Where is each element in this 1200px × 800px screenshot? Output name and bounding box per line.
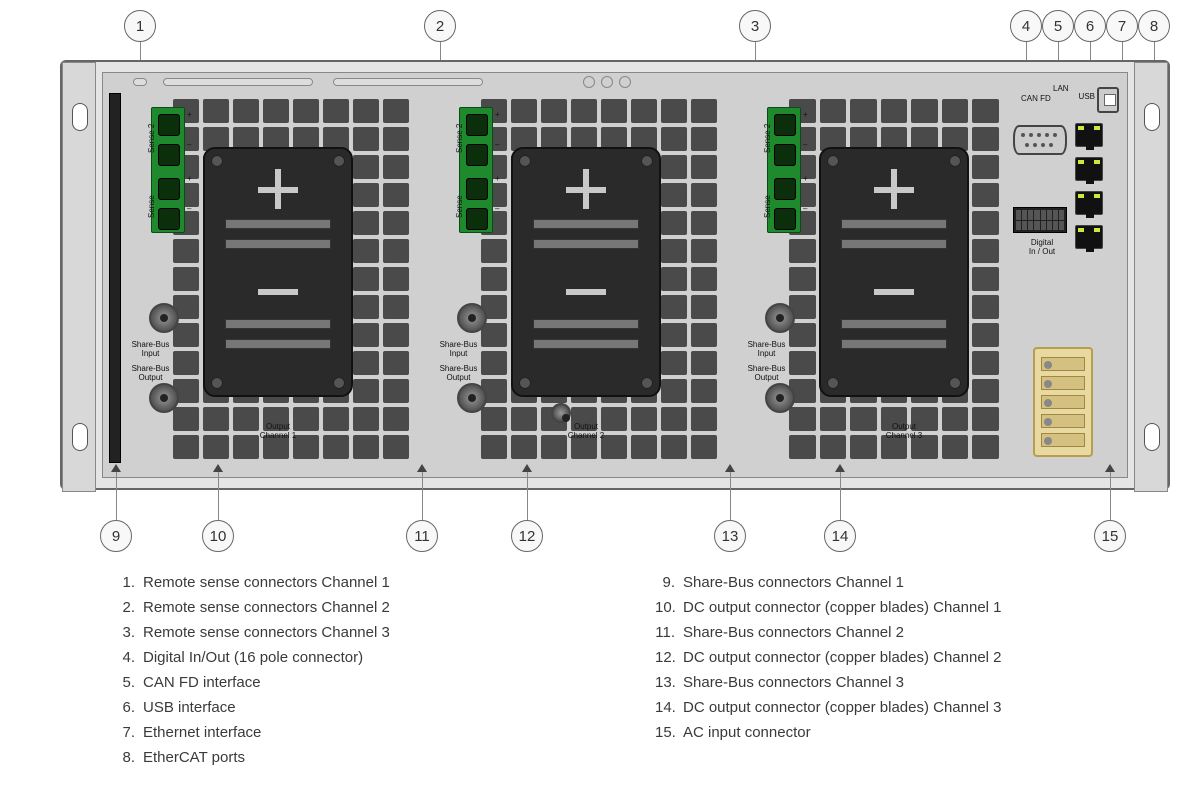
callout-3: 3 <box>739 10 771 42</box>
callout-4: 4 <box>1010 10 1042 42</box>
callout-1: 1 <box>124 10 156 42</box>
share-bus-input-ch3 <box>765 303 795 333</box>
legend-item: 9.Share-Bus connectors Channel 1 <box>655 574 1095 591</box>
device-diagram: Sense 2 Sense + – + – <box>60 60 1170 490</box>
can-fd-port <box>1013 125 1067 155</box>
callout-13: 13 <box>714 520 746 552</box>
callout-11: 11 <box>406 520 438 552</box>
sense-connector-ch1 <box>151 107 185 233</box>
callout-2: 2 <box>424 10 456 42</box>
legend-item: 8.EtherCAT ports <box>115 749 555 766</box>
ethercat-port-3 <box>1075 225 1103 249</box>
lan-port <box>1075 123 1103 147</box>
dc-output-ch2 <box>511 147 661 397</box>
share-bus-output-ch2 <box>457 383 487 413</box>
share-bus-output-ch3 <box>765 383 795 413</box>
dc-output-ch3 <box>819 147 969 397</box>
left-strip <box>109 93 121 463</box>
legend-item: 3.Remote sense connectors Channel 3 <box>115 624 555 641</box>
legend-item: 6.USB interface <box>115 699 555 716</box>
callout-8: 8 <box>1138 10 1170 42</box>
share-bus-input-ch2 <box>457 303 487 333</box>
ethercat-port-2 <box>1075 191 1103 215</box>
channel-3: Sense 2 Sense + – + – <box>739 93 1039 473</box>
channel-1: Sense 2 Sense + – + – <box>123 93 423 473</box>
ground-stud <box>551 403 571 423</box>
sense-connector-ch3 <box>767 107 801 233</box>
digital-io-connector <box>1013 207 1067 233</box>
callout-6: 6 <box>1074 10 1106 42</box>
callout-9: 9 <box>100 520 132 552</box>
legend-item: 12.DC output connector (copper blades) C… <box>655 649 1095 666</box>
rear-panel: Sense 2 Sense + – + – <box>102 72 1128 478</box>
callout-7: 7 <box>1106 10 1138 42</box>
legend-item: 11.Share-Bus connectors Channel 2 <box>655 624 1095 641</box>
rack-ear-right <box>1134 62 1168 492</box>
ethercat-port-1 <box>1075 157 1103 181</box>
rack-ear-left <box>62 62 96 492</box>
legend-item: 5.CAN FD interface <box>115 674 555 691</box>
share-bus-output-ch1 <box>149 383 179 413</box>
share-bus-input-ch1 <box>149 303 179 333</box>
legend-item: 7.Ethernet interface <box>115 724 555 741</box>
legend: 1.Remote sense connectors Channel 1 2.Rem… <box>115 574 1115 774</box>
callout-14: 14 <box>824 520 856 552</box>
callout-5: 5 <box>1042 10 1074 42</box>
legend-item: 4.Digital In/Out (16 pole connector) <box>115 649 555 666</box>
interface-panel: USB LAN CAN FD <box>1013 87 1121 467</box>
callout-10: 10 <box>202 520 234 552</box>
legend-item: 13.Share-Bus connectors Channel 3 <box>655 674 1095 691</box>
dc-output-ch1 <box>203 147 353 397</box>
legend-item: 15.AC input connector <box>655 724 1095 741</box>
legend-item: 2.Remote sense connectors Channel 2 <box>115 599 555 616</box>
legend-item: 1.Remote sense connectors Channel 1 <box>115 574 555 591</box>
channel-2: Sense 2 Sense + – + – <box>431 93 731 473</box>
legend-column-left: 1.Remote sense connectors Channel 1 2.Rem… <box>115 574 555 774</box>
legend-item: 10.DC output connector (copper blades) C… <box>655 599 1095 616</box>
chassis: Sense 2 Sense + – + – <box>60 60 1170 490</box>
callout-12: 12 <box>511 520 543 552</box>
sense-connector-ch2 <box>459 107 493 233</box>
callout-15: 15 <box>1094 520 1126 552</box>
legend-item: 14.DC output connector (copper blades) C… <box>655 699 1095 716</box>
legend-column-right: 9.Share-Bus connectors Channel 1 10.DC ou… <box>655 574 1095 774</box>
usb-port <box>1097 87 1119 113</box>
ac-input-connector <box>1033 347 1093 457</box>
